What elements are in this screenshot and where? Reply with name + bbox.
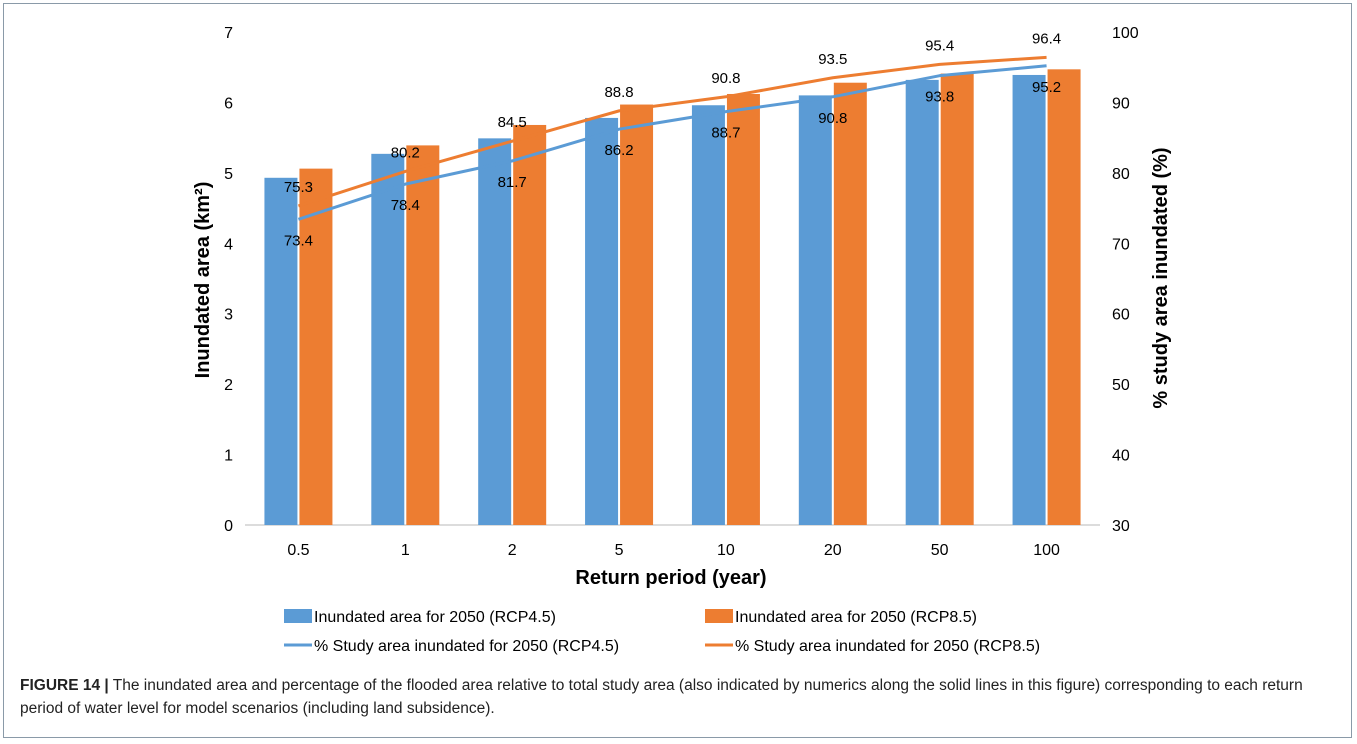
- data-label-rcp85: 75.3: [284, 179, 313, 196]
- data-label-rcp45: 90.8: [818, 110, 847, 127]
- y-left-tick-label: 2: [224, 377, 233, 394]
- bar-rcp85: [726, 93, 760, 525]
- x-tick-label: 50: [931, 542, 949, 559]
- chart-lines: [297, 55, 1047, 221]
- data-label-rcp45: 88.7: [711, 125, 740, 142]
- y-right-tick-label: 30: [1112, 518, 1130, 535]
- y-axis-left-title: Inundated area (km²): [192, 182, 214, 379]
- legend-swatch-bar: [284, 609, 312, 623]
- data-label-rcp85: 93.5: [818, 51, 847, 68]
- x-axis-title: Return period (year): [575, 567, 766, 589]
- y-right-tick-label: 70: [1112, 236, 1130, 253]
- y-right-tick-label: 90: [1112, 95, 1130, 112]
- bar-rcp85: [513, 124, 547, 526]
- legend-label: % Study area inundated for 2050 (RCP4.5): [314, 638, 619, 655]
- x-tick-label: 10: [717, 542, 735, 559]
- caption-text: The inundated area and percentage of the…: [20, 677, 1303, 717]
- chart-legend: Inundated area for 2050 (RCP4.5) Inundate…: [284, 609, 1040, 655]
- x-tick-label: 5: [615, 542, 624, 559]
- y-left-tick-label: 7: [224, 25, 233, 42]
- y-left-tick-label: 0: [224, 518, 233, 535]
- x-tick-label: 0.5: [287, 542, 309, 559]
- line-rcp45: [297, 64, 1047, 221]
- data-label-rcp45: 73.4: [284, 232, 313, 249]
- bar-rcp85: [940, 73, 974, 525]
- data-label-rcp85: 90.8: [711, 70, 740, 87]
- line-rcp85: [297, 55, 1047, 208]
- x-tick-label: 2: [508, 542, 517, 559]
- bar-rcp85: [299, 168, 333, 526]
- legend-label: % Study area inundated for 2050 (RCP8.5): [735, 638, 1040, 655]
- bar-rcp45: [371, 153, 405, 525]
- bar-rcp85: [406, 145, 440, 525]
- figure-caption: FIGURE 14 | The inundated area and perce…: [20, 674, 1330, 720]
- caption-label: FIGURE 14 |: [20, 677, 109, 694]
- chart-axes: 0 1 2 3 4 5 6 7 30 40 50 60 70 80 90 100 0.5 1 2 5 10 20 50 100: [224, 25, 1139, 559]
- y-left-tick-label: 6: [224, 95, 233, 112]
- y-left-tick-label: 4: [224, 236, 233, 253]
- data-label-rcp45: 93.8: [925, 89, 954, 106]
- y-right-tick-label: 100: [1112, 25, 1139, 42]
- data-label-rcp85: 88.8: [604, 84, 633, 101]
- bar-rcp45: [478, 138, 512, 525]
- bar-rcp45: [1012, 74, 1046, 525]
- bar-rcp45: [264, 177, 298, 525]
- data-label-rcp85: 80.2: [391, 144, 420, 161]
- data-label-rcp45: 78.4: [391, 197, 420, 214]
- y-right-tick-label: 40: [1112, 448, 1130, 465]
- chart-bars: [264, 69, 1081, 526]
- y-right-tick-label: 50: [1112, 377, 1130, 394]
- legend-label: Inundated area for 2050 (RCP4.5): [314, 609, 556, 626]
- bar-rcp85: [1047, 69, 1081, 525]
- data-label-rcp85: 84.5: [498, 114, 527, 131]
- bar-rcp45: [585, 117, 619, 526]
- y-left-tick-label: 5: [224, 166, 233, 183]
- y-left-tick-label: 3: [224, 307, 233, 324]
- bar-rcp45: [691, 105, 725, 525]
- data-label-rcp45: 86.2: [604, 142, 633, 159]
- figure-frame: [3, 3, 1352, 738]
- bar-rcp85: [620, 104, 654, 525]
- y-right-tick-label: 80: [1112, 166, 1130, 183]
- data-label-rcp45: 81.7: [498, 174, 527, 191]
- bar-rcp45: [798, 95, 832, 525]
- y-right-tick-label: 60: [1112, 307, 1130, 324]
- x-tick-label: 20: [824, 542, 842, 559]
- y-left-tick-label: 1: [224, 448, 233, 465]
- x-tick-label: 1: [401, 542, 410, 559]
- y-axis-right-title: % study area inundated (%): [1150, 147, 1172, 408]
- bar-rcp45: [905, 79, 939, 526]
- data-label-rcp85: 96.4: [1032, 30, 1061, 47]
- chart-data-labels: 73.4 78.4 81.7 86.2 88.7 90.8 93.8 95.2 75.3 80.2…: [284, 30, 1061, 249]
- data-label-rcp85: 95.4: [925, 37, 954, 54]
- legend-swatch-bar: [705, 609, 733, 623]
- x-tick-label: 100: [1033, 542, 1060, 559]
- data-label-rcp45: 95.2: [1032, 79, 1061, 96]
- legend-label: Inundated area for 2050 (RCP8.5): [735, 609, 977, 626]
- bar-rcp85: [833, 82, 867, 526]
- combo-chart: 0 1 2 3 4 5 6 7 30 40 50 60 70 80 90 100 0.5 1 2 5 10 20 50 100…: [192, 25, 1172, 655]
